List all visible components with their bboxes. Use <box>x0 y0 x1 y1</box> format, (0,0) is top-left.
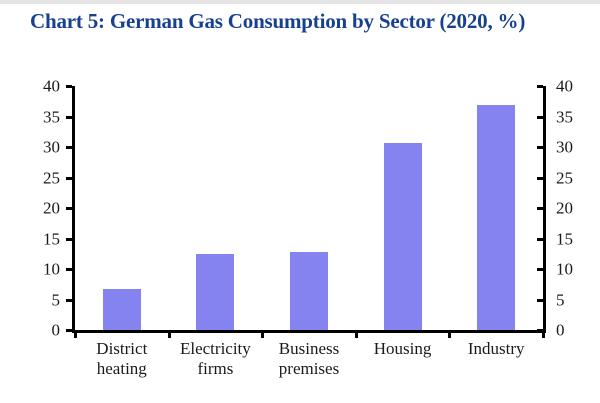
bar <box>102 288 141 330</box>
y-axis-tick-label: 30 <box>556 137 573 157</box>
chart-title: Chart 5: German Gas Consumption by Secto… <box>30 9 526 33</box>
bar <box>477 104 516 330</box>
y-axis-tick-left <box>66 115 72 119</box>
y-axis-tick-label: 35 <box>556 107 573 126</box>
y-axis-tick-label: 25 <box>556 168 573 187</box>
y-axis-tick-left <box>66 85 72 88</box>
y-axis-tick-right <box>537 176 543 180</box>
bar <box>383 142 422 330</box>
y-axis-tick-left <box>66 329 72 332</box>
y-axis-tick-label: 25 <box>43 168 60 187</box>
x-axis-label: Industry <box>467 339 525 358</box>
y-axis-tick-right <box>537 237 543 241</box>
x-axis-tick <box>167 333 171 338</box>
x-axis-tick <box>542 333 545 338</box>
y-axis-tick-label: 40 <box>43 76 60 96</box>
y-axis-tick-label: 0 <box>556 320 565 340</box>
x-axis-labels: District heating Electricity firms Busines… <box>75 339 543 389</box>
y-axis-tick-label: 15 <box>43 229 60 248</box>
x-axis-tick <box>261 333 265 338</box>
y-axis-tick-right <box>537 298 543 302</box>
y-axis-tick-label: 5 <box>556 290 565 309</box>
y-axis-tick-label: 20 <box>43 198 60 218</box>
y-axis-tick-right <box>537 329 543 332</box>
y-axis-tick-label: 20 <box>556 198 573 218</box>
y-axis-tick-label: 10 <box>43 259 60 279</box>
y-axis-tick-label: 0 <box>51 320 61 340</box>
bar <box>196 253 235 330</box>
y-axis-tick-label: 30 <box>43 137 60 157</box>
y-axis-tick-left <box>66 146 72 149</box>
y-axis-tick-label: 15 <box>556 229 573 248</box>
x-axis-tick <box>74 333 77 338</box>
x-axis-label: Housing <box>373 339 432 358</box>
y-axis-tick-label: 10 <box>556 259 573 279</box>
y-axis-tick-left <box>66 268 72 271</box>
x-axis-label: District heating <box>96 339 148 378</box>
y-axis-tick-left <box>66 298 72 302</box>
y-axis-right-labels: 0 5 10 15 20 25 30 35 40 <box>556 78 598 339</box>
top-divider <box>0 0 600 4</box>
x-axis-label: Electricity firms <box>179 339 251 378</box>
y-axis-tick-right <box>537 146 543 149</box>
y-axis-tick-left <box>66 207 72 210</box>
x-axis-tick <box>354 333 358 338</box>
y-axis-left-labels: 0 5 10 15 20 25 30 35 40 <box>18 78 61 339</box>
y-axis-tick-left <box>66 237 72 241</box>
y-axis-tick-label: 35 <box>43 107 60 126</box>
x-axis-label: Business premises <box>278 339 340 378</box>
y-axis-tick-left <box>66 176 72 180</box>
y-axis-tick-label: 40 <box>556 76 573 96</box>
x-axis-tick <box>448 333 452 338</box>
y-axis-tick-right <box>537 268 543 271</box>
y-axis-tick-right <box>537 207 543 210</box>
y-axis-tick-right <box>537 115 543 119</box>
bar <box>290 251 328 330</box>
y-axis-tick-right <box>537 85 543 88</box>
plot-area <box>66 85 546 338</box>
y-axis-tick-label: 5 <box>51 290 61 309</box>
